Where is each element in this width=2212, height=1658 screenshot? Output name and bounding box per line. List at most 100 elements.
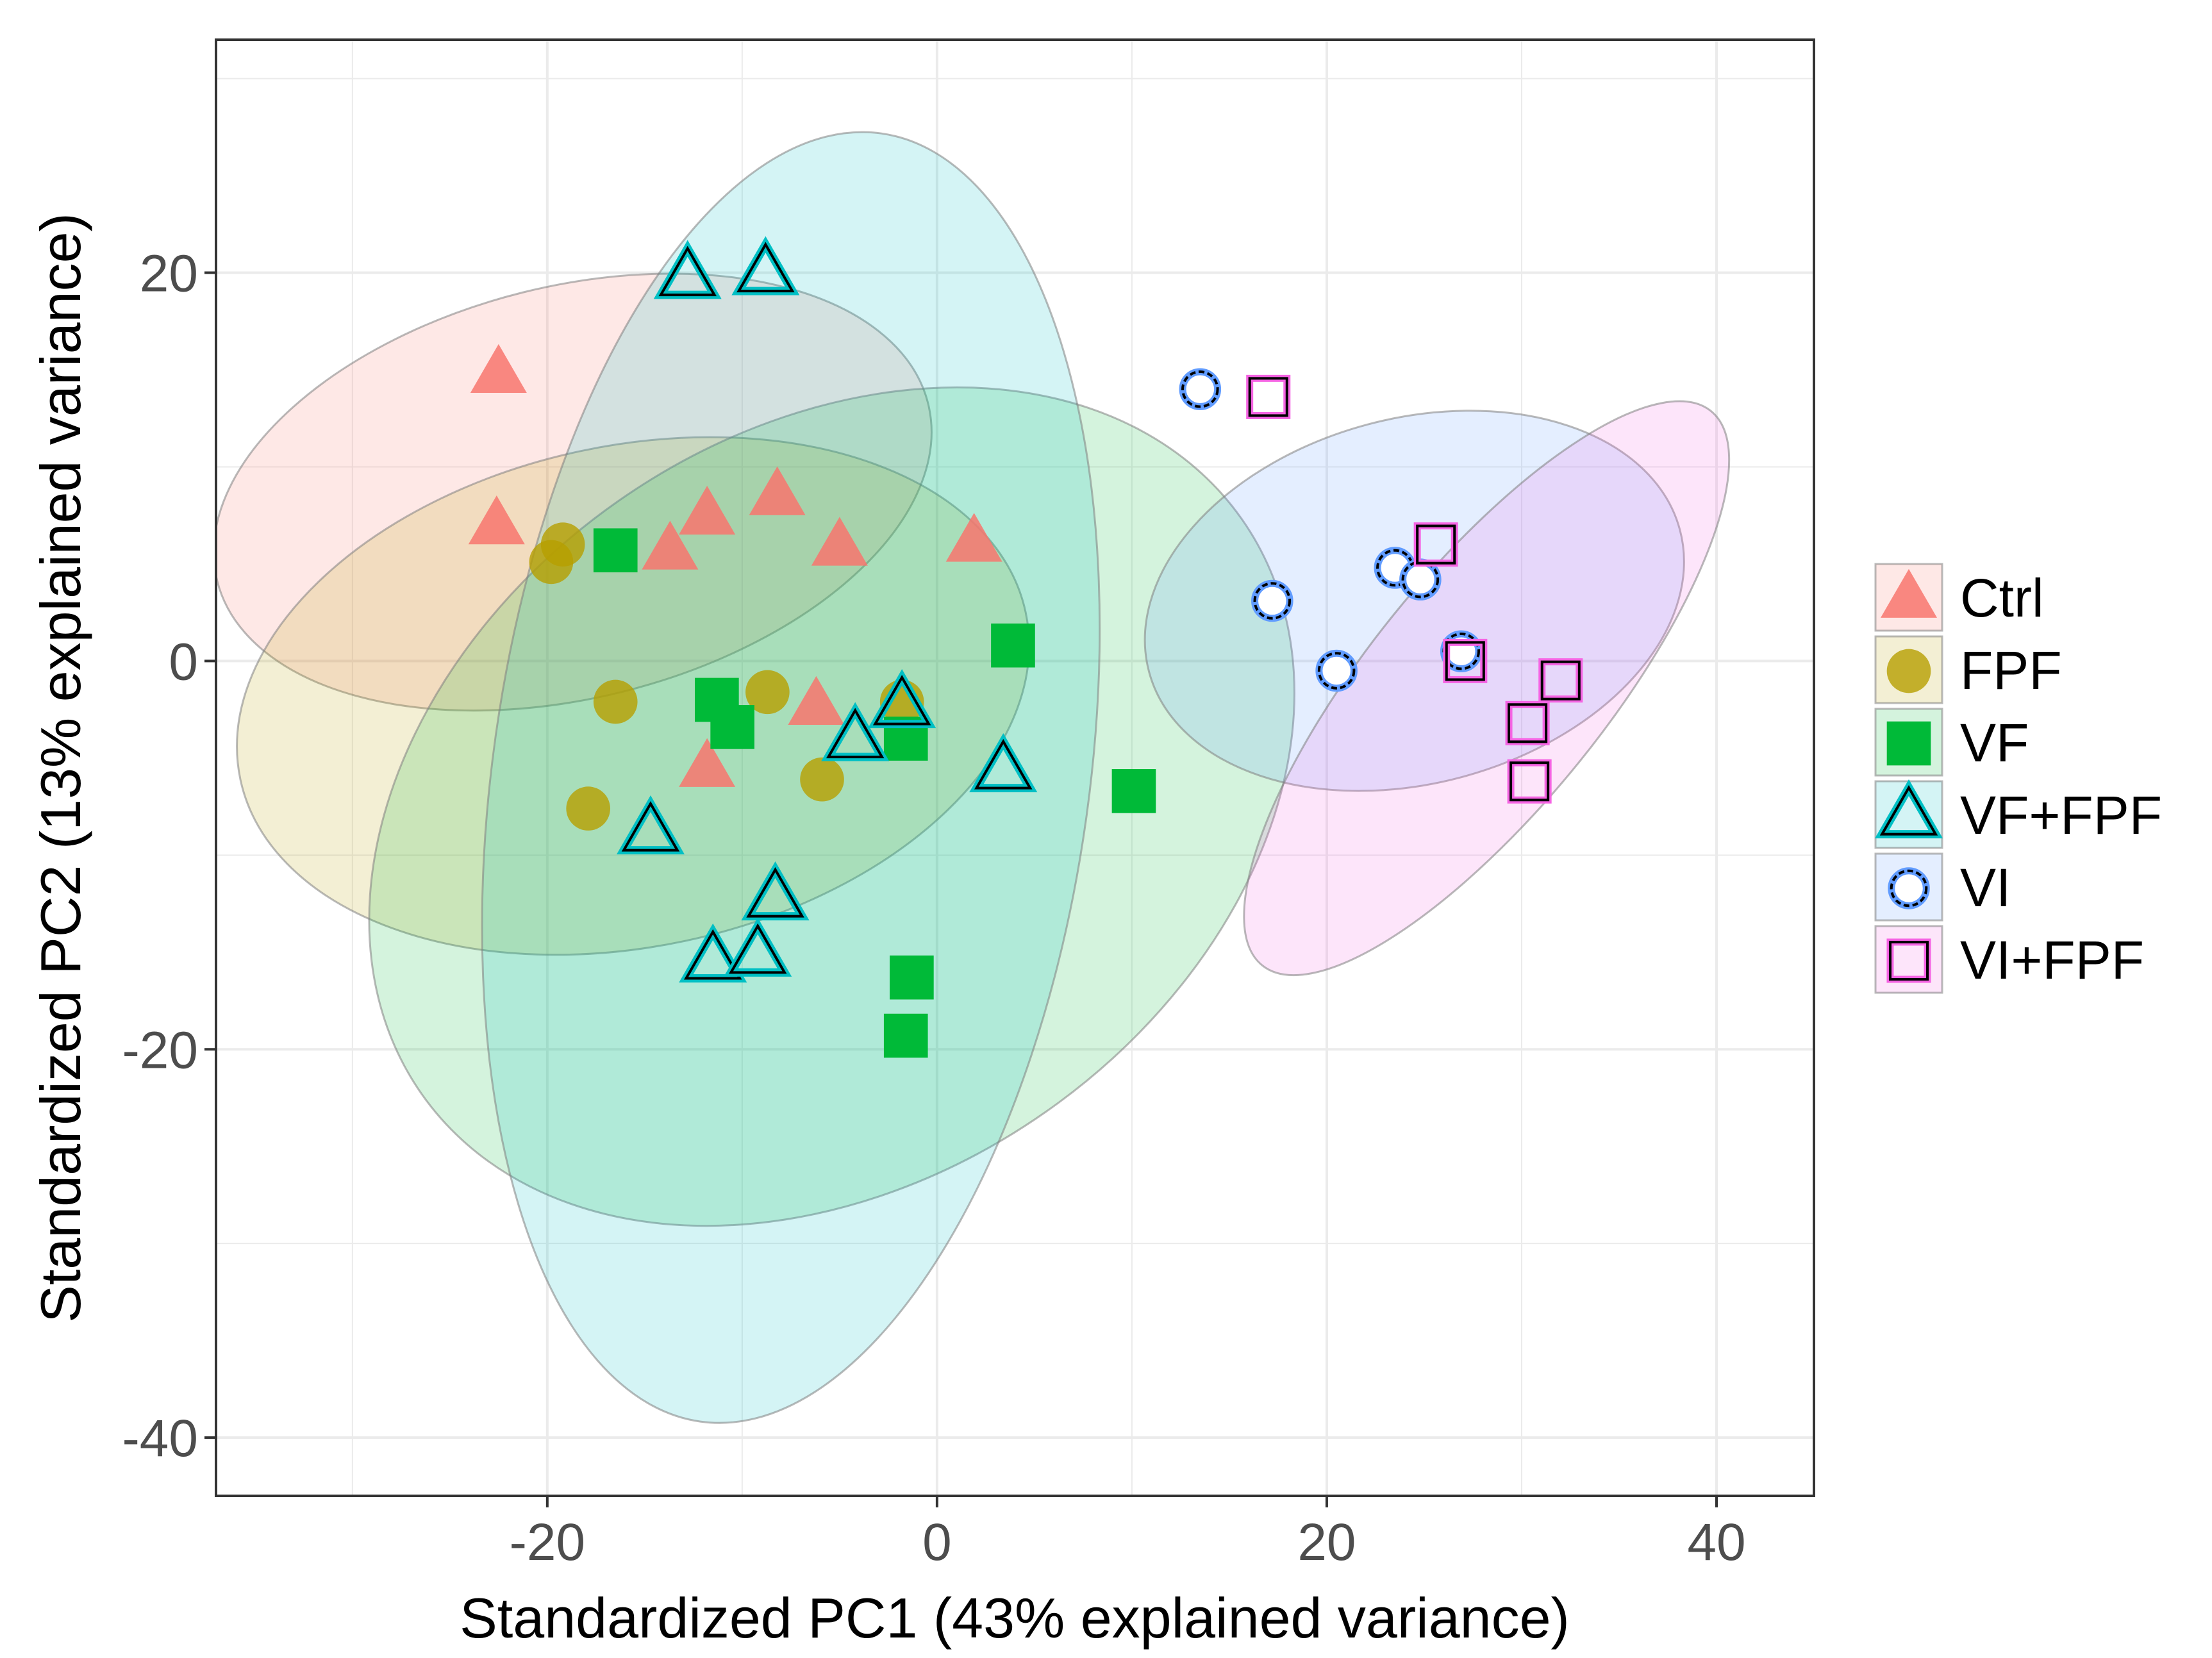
marker-vf-fpf-outline — [736, 242, 795, 293]
legend-label-vf: VF — [1960, 713, 2029, 773]
marker-vi-outline — [1253, 582, 1292, 620]
legend-item-fpf: FPF — [1874, 635, 2062, 704]
point-fpf — [800, 757, 844, 802]
point-vi — [1315, 649, 1358, 692]
marker-vi-fpf-outline — [1445, 641, 1485, 681]
legend-label-vi: VI — [1960, 858, 2011, 918]
legend-symbol-ctrl — [1881, 568, 1937, 618]
y-tick-label: -40 — [122, 1409, 198, 1468]
marker-ctrl — [679, 485, 736, 535]
point-vi-fpf — [1246, 374, 1291, 419]
point-vf-fpf — [616, 795, 685, 855]
legend-item-vi: VI — [1874, 852, 2011, 922]
ellipse-vf-fpf — [481, 131, 1101, 1424]
point-ctrl — [811, 517, 868, 566]
y-tick-label: 20 — [140, 245, 198, 303]
marker-ctrl — [470, 344, 527, 393]
point-vf-fpf — [868, 669, 936, 729]
marker-fpf — [800, 757, 844, 802]
marker-ctrl — [945, 513, 1002, 562]
marker-fpf — [529, 540, 574, 584]
point-vi-fpf — [1507, 759, 1552, 804]
point-fpf — [529, 540, 574, 584]
marker-fpf — [745, 670, 790, 715]
point-vf — [991, 623, 1035, 668]
y-tick-label: -20 — [122, 1021, 198, 1079]
legend-item-vi-fpf: VI+FPF — [1874, 925, 2144, 994]
marker-vf — [593, 528, 638, 573]
point-vf-fpf — [821, 702, 890, 761]
ellipse-vi-fpf — [1243, 400, 1731, 977]
marker-fpf — [593, 679, 638, 724]
marker-ctrl — [811, 517, 868, 566]
point-vf-fpf — [653, 240, 722, 299]
point-vf — [890, 955, 934, 1000]
marker-ctrl — [642, 520, 699, 570]
marker-vf — [710, 705, 754, 749]
point-vi-fpf — [1443, 638, 1488, 683]
point-ctrl — [470, 344, 527, 393]
point-vf — [1111, 769, 1156, 813]
marker-vf-fpf-outline — [684, 929, 742, 980]
point-fpf — [593, 679, 638, 724]
marker-ctrl — [749, 466, 806, 515]
marker-vf — [883, 1013, 928, 1058]
point-vf-fpf — [679, 923, 747, 983]
marker-ctrl — [679, 738, 736, 787]
marker-vf-fpf-outline — [826, 708, 885, 759]
legend-label-vi-fpf: VI+FPF — [1960, 930, 2144, 990]
point-vi-fpf — [1413, 522, 1458, 567]
marker-vi-outline — [1317, 652, 1356, 690]
legend-symbol-vf-fpf-outline — [1879, 784, 1938, 836]
point-vf — [710, 705, 754, 749]
point-ctrl — [642, 520, 699, 570]
legend-item-vf-fpf: VF+FPF — [1874, 779, 2162, 849]
point-fpf — [745, 670, 790, 715]
point-vf-fpf — [969, 733, 1038, 793]
point-vi-fpf — [1505, 701, 1550, 745]
marker-vf — [1111, 769, 1156, 813]
y-tick-label: 0 — [169, 633, 198, 691]
point-vi-fpf — [1538, 658, 1583, 703]
point-vf-fpf — [724, 917, 792, 977]
legend-label-vf-fpf: VF+FPF — [1960, 785, 2162, 845]
marker-vf-fpf-outline — [746, 866, 804, 918]
legend-symbol-vi-fpf-outline — [1888, 940, 1929, 981]
panel-border — [215, 38, 1815, 1497]
marker-vf — [991, 623, 1035, 668]
legend-item-vf: VF — [1874, 708, 2029, 777]
legend: Ctrl FPF VF VF+FPF VI VI+FPF — [1874, 563, 2162, 994]
legend-symbol-fpf — [1886, 649, 1931, 693]
point-vf — [883, 1013, 928, 1058]
x-axis-ticks: -20 0 20 40 — [510, 1496, 1746, 1571]
x-tick-label: 40 — [1687, 1513, 1745, 1571]
legend-label-fpf: FPF — [1960, 640, 2062, 701]
point-ctrl — [945, 513, 1002, 562]
marker-vf — [890, 955, 934, 1000]
marker-vi-fpf-outline — [1540, 660, 1581, 701]
marker-vi-outline — [1181, 370, 1219, 408]
marker-vf-fpf-outline — [658, 245, 717, 297]
point-vf — [593, 528, 638, 573]
legend-symbol-vf — [1886, 721, 1931, 766]
y-axis-title: Standardized PC2 (13% explained variance… — [29, 213, 92, 1323]
point-ctrl — [679, 738, 736, 787]
marker-vi-fpf-outline — [1248, 377, 1288, 417]
point-fpf — [566, 786, 611, 831]
x-axis-title: Standardized PC1 (43% explained variance… — [460, 1586, 1570, 1650]
marker-vi-fpf-outline — [1416, 524, 1456, 565]
marker-ctrl — [788, 676, 845, 725]
point-vi — [1251, 579, 1293, 622]
point-vf-fpf — [741, 861, 810, 921]
marker-ctrl — [468, 495, 525, 545]
marker-vi-fpf-outline — [1509, 761, 1550, 802]
marker-vf-fpf-outline — [621, 800, 680, 852]
x-tick-label: 0 — [922, 1513, 952, 1571]
ellipse-vf — [368, 386, 1295, 1227]
marker-vi-fpf-outline — [1508, 703, 1548, 743]
point-vf-fpf — [731, 236, 800, 295]
point-ctrl — [749, 466, 806, 515]
point-ctrl — [788, 676, 845, 725]
